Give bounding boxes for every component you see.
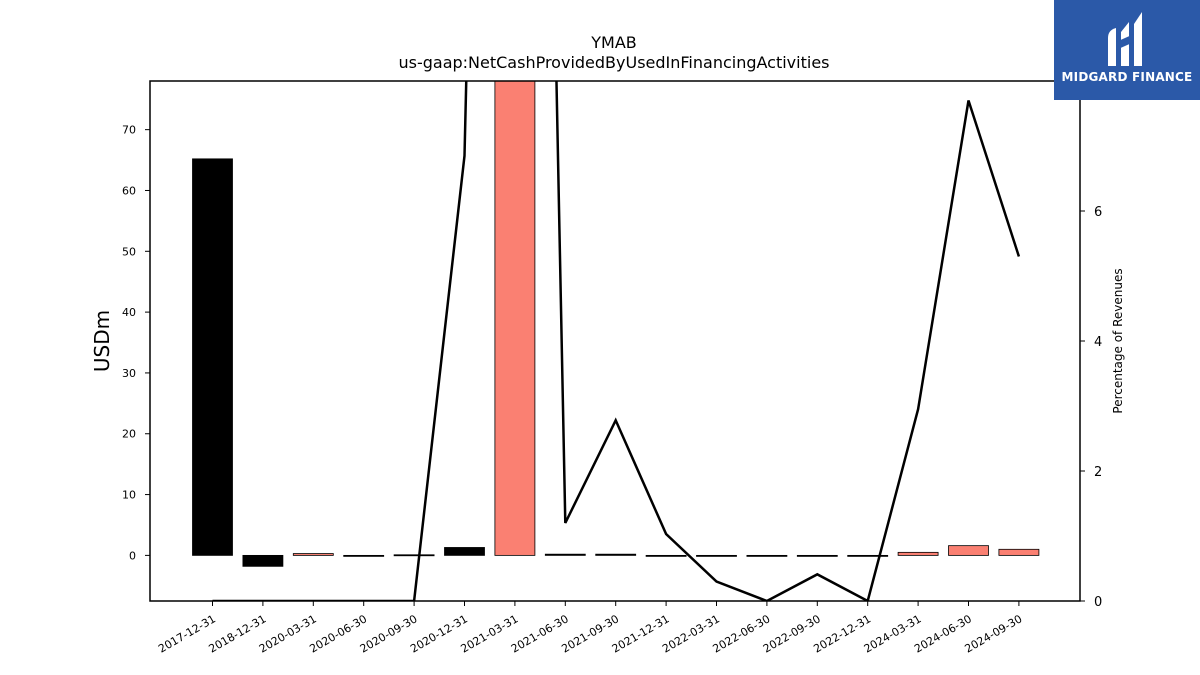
- brand-logo: MIDGARD FINANCE: [1054, 0, 1200, 100]
- y-tick-label-60: 60: [122, 184, 136, 197]
- bar-2020-09-30: [393, 554, 435, 557]
- y-tick-label-70: 70: [122, 124, 136, 137]
- plot-frame: [149, 80, 1081, 602]
- logo-text: MIDGARD FINANCE: [1061, 70, 1193, 84]
- y2-axis-label: Percentage of Revenues: [1111, 268, 1125, 413]
- bar-2022-12-31: [847, 554, 889, 557]
- chart-subtitle: us-gaap:NetCashProvidedByUsedInFinancing…: [398, 53, 829, 72]
- y-tick-label-30: 30: [122, 367, 136, 380]
- bar-2022-03-31: [696, 554, 737, 557]
- bar-2021-03-31: [494, 81, 536, 556]
- bar-2021-06-30: [544, 553, 586, 556]
- midgard-logo-icon: [1108, 12, 1142, 66]
- bar-2021-09-30: [595, 553, 637, 556]
- y-tick-label-0: 0: [129, 549, 136, 562]
- bar-2020-03-31: [292, 553, 334, 556]
- revenue-percentage-line: [212, 81, 1021, 601]
- bar-2024-09-30: [998, 548, 1040, 556]
- y2-tick-label-0: 0: [1094, 595, 1102, 610]
- bar-2024-06-30: [948, 545, 989, 556]
- y2-tick-label-4: 4: [1094, 335, 1102, 350]
- bar-2017-12-31: [192, 158, 233, 556]
- chart-title: YMAB: [590, 33, 637, 52]
- bar-2022-09-30: [796, 554, 838, 557]
- y-tick-label-40: 40: [122, 306, 136, 319]
- y-tick-label-50: 50: [122, 245, 136, 258]
- bar-2024-03-31: [897, 551, 939, 556]
- bar-2021-12-31: [645, 554, 687, 557]
- y-axis-label: USDm: [90, 310, 114, 372]
- y2-tick-label-6: 6: [1094, 205, 1102, 220]
- plot-area: [192, 81, 1040, 601]
- bar-2020-06-30: [343, 554, 385, 557]
- bar-2020-12-31: [444, 547, 485, 556]
- bar-2018-12-31: [242, 554, 284, 567]
- bar-2022-06-30: [746, 554, 788, 557]
- x-tick-label-2024-09-30: 2024-09-30: [963, 612, 1025, 655]
- y-tick-label-10: 10: [122, 489, 136, 502]
- y2-tick-label-2: 2: [1094, 465, 1102, 480]
- y-tick-label-20: 20: [122, 428, 136, 441]
